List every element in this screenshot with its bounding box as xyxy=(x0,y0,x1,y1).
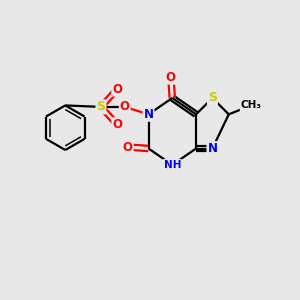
Text: NH: NH xyxy=(164,160,181,170)
Text: N: N xyxy=(207,142,218,155)
Text: O: O xyxy=(120,100,130,113)
Text: CH₃: CH₃ xyxy=(241,100,262,110)
Text: O: O xyxy=(166,71,176,84)
Text: O: O xyxy=(112,82,122,96)
Text: N: N xyxy=(143,108,154,121)
Text: O: O xyxy=(123,140,133,154)
Text: S: S xyxy=(208,92,217,104)
Text: O: O xyxy=(112,118,122,131)
Text: S: S xyxy=(97,100,106,113)
